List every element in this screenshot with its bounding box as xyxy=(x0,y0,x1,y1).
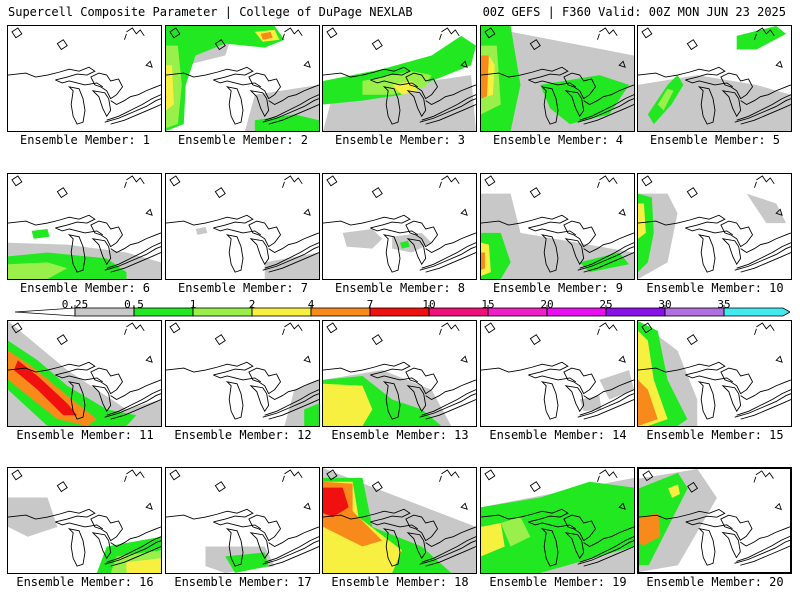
colorbar-segment xyxy=(546,307,607,317)
ensemble-member-caption: Ensemble Member: 8 xyxy=(334,281,466,295)
ensemble-member-caption: Ensemble Member: 12 xyxy=(174,428,312,442)
colorbar-label: 30 xyxy=(658,298,672,311)
ensemble-member-caption: Ensemble Member: 7 xyxy=(177,281,309,295)
colorbar-segment xyxy=(605,307,666,317)
ensemble-map-19[interactable] xyxy=(480,467,635,574)
ensemble-member-caption: Ensemble Member: 19 xyxy=(489,575,627,589)
colorbar-segment xyxy=(310,307,371,317)
chart-title: Supercell Composite Parameter | College … xyxy=(8,5,413,19)
colorbar-label: 20 xyxy=(540,298,554,311)
colorbar-segment xyxy=(487,307,548,317)
ensemble-map-4[interactable] xyxy=(480,25,635,132)
ensemble-map-2[interactable] xyxy=(165,25,320,132)
ensemble-map-11[interactable] xyxy=(7,320,162,427)
colorbar-segment xyxy=(369,307,430,317)
colorbar-segment xyxy=(723,307,790,317)
colorbar-label: 1 xyxy=(189,298,197,311)
ensemble-map-5[interactable] xyxy=(637,25,792,132)
ensemble-map-6[interactable] xyxy=(7,173,162,280)
ensemble-member-caption: Ensemble Member: 1 xyxy=(19,133,151,147)
valid-time-label: 00Z GEFS | F360 Valid: 00Z MON JUN 23 20… xyxy=(482,5,786,19)
ensemble-member-caption: Ensemble Member: 18 xyxy=(331,575,469,589)
ensemble-map-3[interactable] xyxy=(322,25,477,132)
ensemble-map-10[interactable] xyxy=(637,173,792,280)
ensemble-member-caption: Ensemble Member: 6 xyxy=(19,281,151,295)
ensemble-member-caption: Ensemble Member: 15 xyxy=(646,428,784,442)
ensemble-member-caption: Ensemble Member: 11 xyxy=(16,428,154,442)
ensemble-member-caption: Ensemble Member: 13 xyxy=(331,428,469,442)
ensemble-map-7[interactable] xyxy=(165,173,320,280)
ensemble-map-12[interactable] xyxy=(165,320,320,427)
colorbar-label: 4 xyxy=(307,298,315,311)
colorbar-label: 0.5 xyxy=(124,298,144,311)
ensemble-map-18[interactable] xyxy=(322,467,477,574)
ensemble-map-1[interactable] xyxy=(7,25,162,132)
ensemble-member-caption: Ensemble Member: 17 xyxy=(174,575,312,589)
colorbar-segment xyxy=(428,307,489,317)
colorbar-label: 0.25 xyxy=(61,298,89,311)
ensemble-member-caption: Ensemble Member: 10 xyxy=(646,281,784,295)
color-scale-bar xyxy=(15,305,790,317)
colorbar-label: 2 xyxy=(248,298,256,311)
colorbar-label: 7 xyxy=(366,298,374,311)
ensemble-member-caption: Ensemble Member: 4 xyxy=(492,133,624,147)
ensemble-member-caption: Ensemble Member: 3 xyxy=(334,133,466,147)
colorbar-segment xyxy=(192,307,253,317)
ensemble-member-caption: Ensemble Member: 14 xyxy=(489,428,627,442)
ensemble-map-17[interactable] xyxy=(165,467,320,574)
colorbar-segment xyxy=(664,307,725,317)
ensemble-member-caption: Ensemble Member: 9 xyxy=(492,281,624,295)
ensemble-map-16[interactable] xyxy=(7,467,162,574)
ensemble-map-8[interactable] xyxy=(322,173,477,280)
ensemble-map-20[interactable] xyxy=(637,467,792,574)
ensemble-map-15[interactable] xyxy=(637,320,792,427)
ensemble-map-9[interactable] xyxy=(480,173,635,280)
colorbar-label: 10 xyxy=(422,298,436,311)
colorbar-label: 15 xyxy=(481,298,495,311)
ensemble-map-14[interactable] xyxy=(480,320,635,427)
colorbar-segment xyxy=(251,307,312,317)
ensemble-member-caption: Ensemble Member: 2 xyxy=(177,133,309,147)
colorbar-label: 25 xyxy=(599,298,613,311)
ensemble-member-caption: Ensemble Member: 20 xyxy=(646,575,784,589)
ensemble-member-caption: Ensemble Member: 16 xyxy=(16,575,154,589)
ensemble-map-13[interactable] xyxy=(322,320,477,427)
ensemble-member-caption: Ensemble Member: 5 xyxy=(649,133,781,147)
colorbar-label: 35 xyxy=(717,298,731,311)
